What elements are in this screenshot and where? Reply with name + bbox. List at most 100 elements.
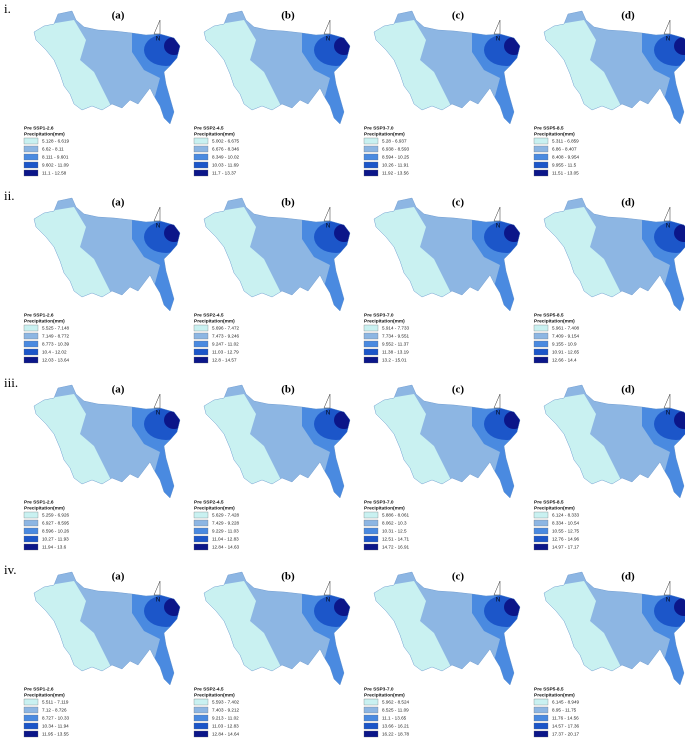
legend-swatch [23, 145, 39, 153]
legend-label: 12.8 - 14.57 [212, 357, 237, 362]
legend-label: 5.593 - 7.402 [212, 699, 240, 704]
legend-label: 12.76 - 14.96 [552, 536, 580, 541]
country-outline [33, 384, 181, 499]
legend-label: 11.03 - 12.79 [212, 349, 239, 354]
legend-label: 5.886 - 8.061 [382, 512, 410, 517]
legend-label: 7.734 - 9.551 [382, 333, 410, 338]
legend-swatch [23, 698, 39, 706]
legend-subtitle: Precipitation(mm) [534, 505, 575, 511]
legend-label: 7.429 - 9.228 [212, 520, 240, 525]
legend-label: 10.91 - 12.65 [552, 349, 580, 354]
map-zones [204, 11, 350, 124]
map-zones [34, 198, 180, 311]
legend-swatch [363, 527, 379, 535]
map-zones [374, 11, 520, 124]
legend-label: 12.66 - 14.4 [552, 357, 577, 362]
legend-label: 12.84 - 14.63 [212, 544, 240, 549]
legend-swatch [363, 356, 379, 364]
panel-label: (b) [281, 384, 295, 396]
legend-swatch [23, 169, 39, 177]
row-label: i. [4, 1, 11, 16]
legend-label: 5.962 - 8.524 [382, 699, 410, 704]
map-zones [204, 198, 350, 311]
legend-swatch [23, 706, 39, 714]
legend-title: Pre SSP5-8.5 [534, 312, 564, 318]
legend-label: 17.37 - 20.17 [552, 731, 580, 736]
legend-label: 5.629 - 7.428 [212, 512, 240, 517]
legend-swatch [533, 332, 549, 340]
panel-label: (a) [112, 10, 125, 22]
legend-swatch [193, 706, 209, 714]
legend-label: 10.03 - 11.69 [212, 162, 239, 167]
legend-swatch [533, 706, 549, 714]
map-zones [204, 572, 350, 685]
legend-label: 6.124 - 8.333 [552, 512, 580, 517]
north-arrow [153, 206, 161, 222]
legend-swatch [193, 332, 209, 340]
north-arrow [323, 19, 331, 35]
north-arrow [663, 206, 671, 222]
legend-swatch [363, 543, 379, 551]
legend-swatch [23, 356, 39, 364]
north-label: N [666, 37, 670, 43]
panel-label: (d) [621, 571, 635, 583]
legend-swatch [533, 137, 549, 145]
map-zones [544, 385, 685, 498]
zone [334, 224, 350, 242]
legend-label: 11.51 - 13.05 [552, 170, 579, 175]
north-arrow [153, 393, 161, 409]
legend-label: 6.86 - 8.407 [552, 146, 577, 151]
country-outline [203, 10, 351, 125]
legend-swatch [23, 324, 39, 332]
legend-label: 6.938 - 8.593 [382, 146, 410, 151]
legend-swatch [193, 169, 209, 177]
legend-title: Pre SSP1-2.6 [24, 499, 54, 505]
zone [674, 598, 685, 616]
legend-swatch [193, 722, 209, 730]
legend-label: 7.473 - 9.246 [212, 333, 240, 338]
legend-label: 11.1 - 13.65 [382, 715, 407, 720]
north-label: N [326, 598, 330, 604]
legend-label: 9.213 - 11.02 [212, 715, 239, 720]
zone [674, 411, 685, 429]
panel-label: (b) [281, 571, 295, 583]
legend-label: 10.26 - 11.91 [382, 162, 409, 167]
row-label: ii. [4, 188, 14, 203]
panel-label: (d) [621, 10, 635, 22]
map-zones [544, 572, 685, 685]
north-label: N [156, 598, 160, 604]
legend-label: 11.38 - 13.19 [382, 349, 409, 354]
map-zones [374, 572, 520, 685]
legend-label: 7.409 - 9.154 [552, 333, 580, 338]
legend-subtitle: Precipitation(mm) [364, 131, 405, 137]
panel-label: (a) [112, 384, 125, 396]
legend-title: Pre SSP1-2.6 [24, 312, 54, 318]
legend-subtitle: Precipitation(mm) [194, 692, 235, 698]
north-arrow [493, 19, 501, 35]
legend-swatch [23, 535, 39, 543]
legend-title: Pre SSP1-2.6 [24, 686, 54, 692]
north-label: N [496, 224, 500, 230]
legend-label: 13.66 - 16.21 [382, 723, 410, 728]
legend-label: 5.259 - 6.926 [42, 512, 70, 517]
legend-label: 11.03 - 12.83 [212, 723, 239, 728]
panel-label: (c) [452, 197, 465, 209]
country-outline [203, 384, 351, 499]
panel-label: (c) [452, 384, 465, 396]
legend-label: 13.2 - 15.01 [382, 357, 407, 362]
legend-label: 5.128 - 6.619 [42, 138, 70, 143]
legend-label: 8.349 - 10.02 [212, 154, 240, 159]
panel-label: (b) [281, 197, 295, 209]
legend-swatch [193, 730, 209, 738]
legend-title: Pre SSP5-8.5 [534, 125, 564, 131]
country-outline [543, 571, 685, 686]
legend-label: 6.927 - 8.595 [42, 520, 70, 525]
north-label: N [326, 37, 330, 43]
legend-swatch [23, 348, 39, 356]
legend-title: Pre SSP5-8.5 [534, 686, 564, 692]
